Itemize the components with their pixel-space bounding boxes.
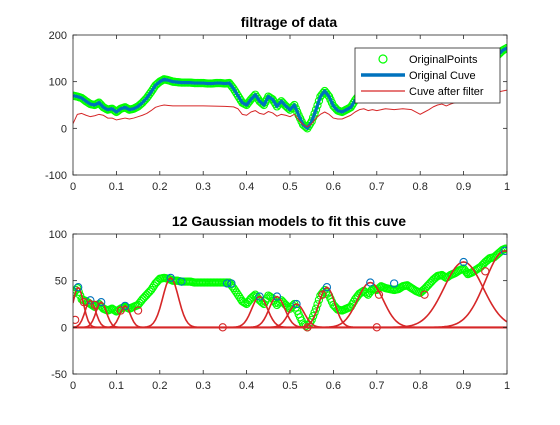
x-tick-label: 0.3 [196,380,211,392]
peak-marker [366,278,375,287]
x-tick-label: 0.8 [413,380,428,392]
boundary-marker [133,306,143,315]
x-tick-label: 0.5 [282,380,297,392]
x-tick-label: 0.3 [196,181,211,193]
original-point [235,93,244,103]
x-tick-label: 0.6 [326,181,341,193]
y-tick-label: 100 [49,229,67,241]
original-point [251,90,260,99]
original-point [230,86,240,96]
legend-marker [378,54,388,64]
data-point [230,286,240,295]
chart-title: filtrage of data [241,14,338,30]
x-tick-label: 0.4 [239,380,254,392]
x-tick-label: 0.4 [239,181,254,193]
data-point [418,286,428,295]
peak-marker [255,292,264,301]
peak-marker [292,299,301,309]
y-tick-label: 50 [55,276,67,288]
original-point [148,85,157,94]
data-point [229,283,238,293]
x-tick-label: 0 [70,181,76,193]
original-point [268,95,277,104]
peak-marker [222,279,232,288]
data-point [146,285,156,295]
original-point [348,100,357,110]
boundary-marker [116,306,125,315]
boundary-marker [481,267,490,276]
red-markers [73,267,490,332]
original-point [136,99,146,109]
y-tick-label: 0 [61,123,67,135]
legend-label: Original Cuve [409,70,476,82]
x-tick-label: 0 [70,380,76,392]
plot-content [73,244,507,332]
boundary-marker [79,297,88,307]
data-point [148,283,157,292]
x-tick-label: 0.2 [152,181,167,193]
x-tick-label: 0.1 [109,181,124,193]
original-point [232,89,241,98]
top-axes: filtrage of data 0 0.1 0.2 0.3 0.4 0.5 0.6 0.7 0… [45,14,510,193]
x-tick-label: 0.8 [413,181,428,193]
peak-marker [120,301,130,311]
x-tick-label: 0.5 [282,181,297,193]
chart-title: 12 Gaussian models to fit this cuve [172,213,406,229]
original-point [229,84,238,93]
chart-legend: OriginalPoints Original Cuve Cuve after fi… [354,47,501,104]
y-tick-label: 100 [49,77,67,89]
x-tick-label: 0.6 [326,380,341,392]
boundary-marker [303,323,312,332]
data-point [110,306,120,315]
x-tick-label: 1 [504,380,510,392]
peak-marker [177,277,186,286]
original-point [346,103,355,112]
peak-marker [166,273,175,283]
original-point [227,82,237,91]
bottom-axes: 12 Gaussian models to fit this cuve 0 0.1… [49,213,510,392]
original-point [145,89,154,99]
data-point [440,272,449,282]
peak-marker [272,292,282,301]
legend-label: OriginalPoints [409,54,478,66]
x-tick-label: 0.7 [369,181,384,193]
boundary-marker [318,290,327,299]
x-tick-label: 0.9 [456,380,471,392]
blue-markers [74,246,507,311]
y-tick-label: -50 [51,369,67,381]
x-tick-label: 1 [504,181,510,193]
peak-marker [459,257,468,267]
original-point [303,124,312,133]
original-point [146,87,156,97]
x-tick-label: 0.9 [456,181,471,193]
boundary-marker [372,323,381,332]
x-tick-label: 0.1 [109,380,124,392]
peak-marker [500,246,507,255]
x-tick-label: 0.2 [152,380,167,392]
original-point [233,91,243,100]
peak-marker [322,283,332,292]
peak-marker [227,279,236,288]
peak-marker [74,283,83,292]
y-tick-label: -100 [45,170,67,182]
boundary-marker [218,323,227,332]
y-tick-label: 0 [61,322,67,334]
data-point [232,288,241,297]
filtered-curve-line [73,89,507,128]
boundary-marker [90,300,99,310]
x-tick-label: 0.7 [369,380,384,392]
data-point [235,292,244,301]
boundary-marker [374,290,384,299]
boundary-marker [420,290,429,299]
legend-label: Cuve after filter [409,86,484,98]
y-tick-label: 200 [49,30,67,42]
data-point [249,291,258,301]
data-point [233,290,243,299]
peak-marker [390,279,399,288]
boundary-marker [73,315,80,325]
data-point [362,289,371,298]
data-point [73,283,82,293]
